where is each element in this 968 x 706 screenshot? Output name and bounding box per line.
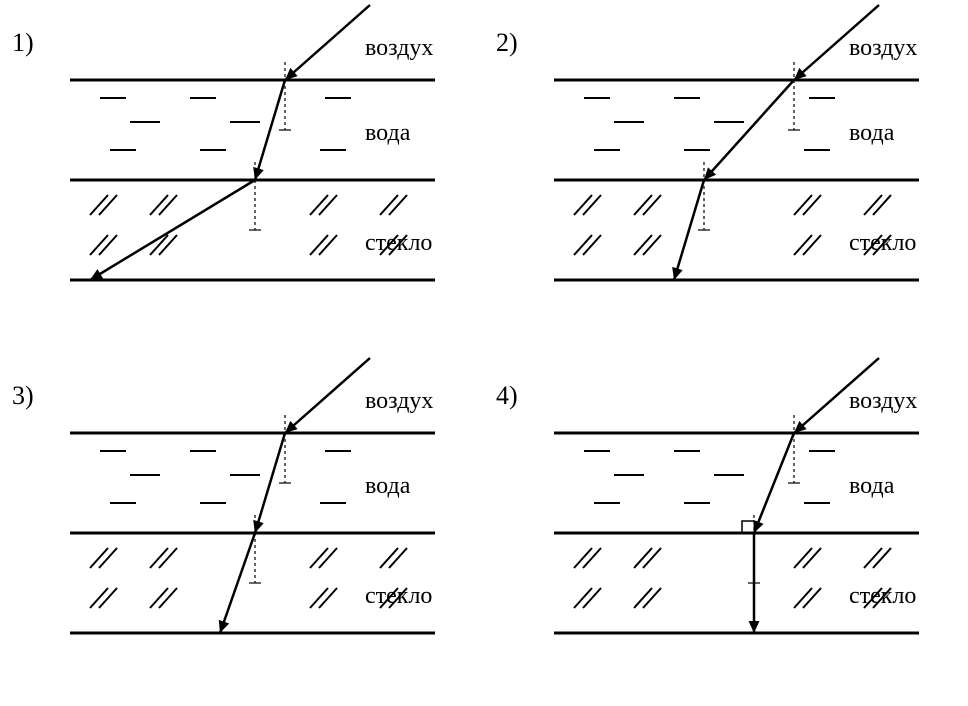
panel-4: 4) воздух вода стекло xyxy=(484,353,968,706)
layer-label-glass: стекло xyxy=(849,583,916,609)
panel-1: 1) воздух вода стекло xyxy=(0,0,484,353)
panel-4-label: 4) xyxy=(496,381,518,411)
layer-label-glass: стекло xyxy=(365,230,432,256)
layer-label-water: вода xyxy=(365,120,411,146)
diagram-1: воздух вода стекло xyxy=(60,0,460,300)
layer-label-glass: стекло xyxy=(849,230,916,256)
layer-label-air: воздух xyxy=(365,35,433,61)
layer-label-water: вода xyxy=(849,120,895,146)
layer-label-air: воздух xyxy=(365,388,433,414)
figure-grid: 1) воздухводастекло 2) воздухводастекло … xyxy=(0,0,968,706)
panel-2-label: 2) xyxy=(496,28,518,58)
panel-1-label: 1) xyxy=(12,28,34,58)
diagram-3: воздух вода стекло xyxy=(60,353,460,653)
panel-3: 3) воздух вода стекло xyxy=(0,353,484,706)
diagram-4: воздух вода стекло xyxy=(544,353,944,653)
layer-label-glass: стекло xyxy=(365,583,432,609)
layer-label-air: воздух xyxy=(849,35,917,61)
layer-label-water: вода xyxy=(849,473,895,499)
panel-2: 2) воздух вода стекло xyxy=(484,0,968,353)
panel-3-label: 3) xyxy=(12,381,34,411)
diagram-2: воздух вода стекло xyxy=(544,0,944,300)
layer-label-water: вода xyxy=(365,473,411,499)
layer-label-air: воздух xyxy=(849,388,917,414)
